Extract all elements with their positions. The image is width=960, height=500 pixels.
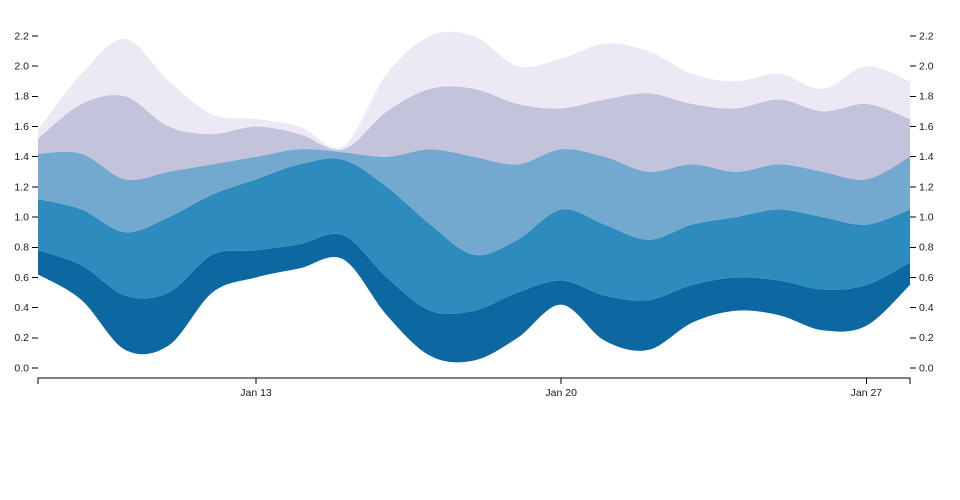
y-axis-tick-label: 2.0 <box>919 61 934 73</box>
area-band-layer-4 <box>38 86 910 181</box>
y-axis-tick-label: 1.4 <box>919 151 934 163</box>
y-axis-tick-label: 2.2 <box>919 30 934 42</box>
y-axis-tick-label: 1.8 <box>14 91 29 103</box>
x-axis-tick-label: Jan 27 <box>851 387 883 399</box>
y-axis-tick-label: 1.0 <box>919 211 934 223</box>
y-axis-right: 0.0 0.2 0.4 0.6 0.8 1.0 1.2 1.4 1.6 1.8 2.0 2.2 <box>910 30 934 374</box>
y-axis-tick-label: 2.2 <box>14 30 29 42</box>
y-axis-tick-label: 0.8 <box>14 242 29 254</box>
y-axis-tick-label: 2.0 <box>14 61 29 73</box>
y-axis-tick-label: 0.4 <box>14 302 29 314</box>
x-axis-tick-label: Jan 13 <box>240 387 272 399</box>
y-axis-tick-label: 0.4 <box>919 302 934 314</box>
y-axis-tick-label: 0.0 <box>919 362 934 374</box>
y-axis-tick-label: 1.4 <box>14 151 29 163</box>
y-axis-tick-label: 1.2 <box>919 181 934 193</box>
x-axis: Jan 13 Jan 20 Jan 27 <box>37 377 911 399</box>
x-axis-tick-label: Jan 20 <box>545 387 577 399</box>
area-band-layer-5 <box>38 31 910 150</box>
y-axis-tick-label: 0.2 <box>919 332 934 344</box>
area-band-layer-1 <box>38 233 910 363</box>
y-axis-tick-label: 0.0 <box>14 362 29 374</box>
y-axis-tick-label: 1.2 <box>14 181 29 193</box>
area-band-layer-2 <box>38 158 910 314</box>
y-axis-tick-label: 0.6 <box>919 272 934 284</box>
y-axis-tick-label: 1.6 <box>14 121 29 133</box>
area-bands <box>38 31 910 363</box>
x-axis-line <box>37 377 911 384</box>
y-axis-tick-label: 1.0 <box>14 211 29 223</box>
y-axis-left: 0.0 0.2 0.4 0.6 0.8 1.0 1.2 1.4 1.6 1.8 2.0 2.2 <box>14 30 38 374</box>
y-axis-tick-label: 0.6 <box>14 272 29 284</box>
y-axis-tick-label: 1.8 <box>919 91 934 103</box>
area-band-layer-3 <box>38 148 910 256</box>
y-axis-tick-label: 1.6 <box>919 121 934 133</box>
y-axis-tick-label: 0.8 <box>919 242 934 254</box>
y-axis-tick-label: 0.2 <box>14 332 29 344</box>
